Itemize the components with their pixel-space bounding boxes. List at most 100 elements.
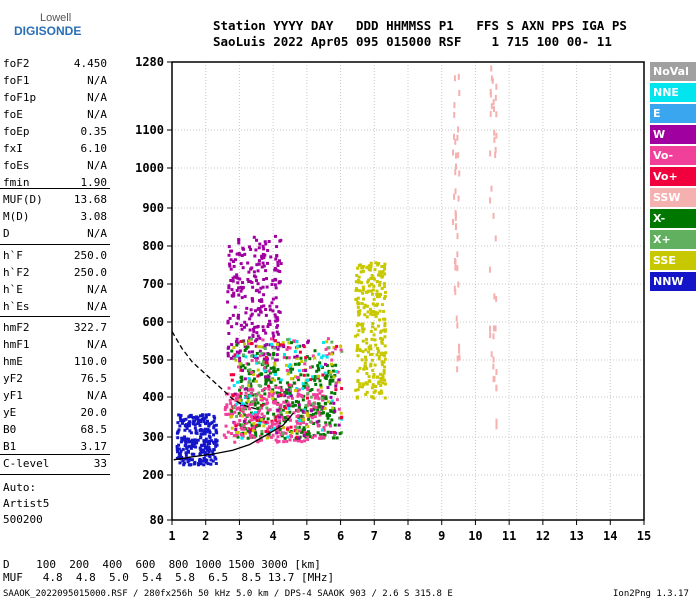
echo-point — [355, 348, 359, 352]
echo-point — [233, 305, 237, 309]
echo-point — [297, 429, 301, 433]
legend-item-w: W — [650, 125, 696, 144]
echo-point — [198, 423, 202, 427]
legend-item-e: E — [650, 104, 696, 123]
echo-point — [314, 382, 318, 386]
echo-point — [367, 375, 371, 379]
echo-point — [284, 406, 288, 410]
echo-point — [251, 334, 255, 338]
echo-point — [194, 417, 198, 421]
echo-point — [357, 280, 361, 284]
param-value: N/A — [87, 91, 107, 104]
echo-point — [236, 354, 240, 358]
echo-point — [287, 404, 291, 408]
panel-divider — [0, 316, 110, 317]
echo-point — [243, 387, 247, 391]
echo-point — [210, 421, 214, 425]
echo-point — [256, 269, 260, 273]
echo-point — [306, 438, 310, 442]
echo-point — [367, 264, 371, 268]
echo-point — [259, 286, 263, 290]
echo-point — [319, 383, 323, 387]
echo-point — [356, 302, 360, 306]
echo-point — [209, 458, 213, 462]
echo-point — [248, 368, 252, 372]
echo-point — [295, 340, 299, 344]
echo-point — [254, 358, 258, 362]
echo-point — [244, 391, 248, 395]
echo-point — [186, 456, 190, 460]
echo-point — [286, 427, 290, 431]
echo-point — [337, 380, 341, 384]
echo-point — [490, 75, 493, 82]
echo-point — [301, 387, 305, 391]
echo-point — [240, 403, 244, 407]
echo-point — [261, 285, 265, 289]
echo-point — [233, 353, 237, 357]
echo-point — [293, 375, 297, 379]
echo-point — [264, 242, 268, 246]
echo-point — [264, 361, 268, 365]
echo-point — [305, 434, 309, 438]
echo-point — [451, 218, 454, 225]
echo-point — [381, 381, 385, 385]
legend-item-sse: SSE — [650, 251, 696, 270]
param-value: 110.0 — [73, 355, 107, 368]
echo-point — [362, 306, 366, 310]
echo-point — [380, 363, 384, 367]
echo-point — [268, 353, 272, 357]
echo-point — [369, 261, 373, 265]
echo-point — [382, 309, 386, 313]
echo-point — [288, 387, 292, 391]
echo-point — [457, 73, 460, 80]
echo-point — [320, 356, 324, 360]
echo-point — [313, 396, 317, 400]
param-value: 250.0 — [73, 249, 107, 262]
echo-point — [374, 261, 378, 265]
echo-point — [269, 366, 273, 370]
echo-point — [495, 423, 498, 430]
echo-point — [286, 346, 290, 350]
echo-point — [276, 435, 280, 439]
echo-point — [258, 419, 262, 423]
echo-point — [492, 333, 495, 340]
echo-point — [296, 394, 300, 398]
echo-point — [254, 394, 258, 398]
echo-point — [384, 382, 388, 386]
echo-point — [288, 363, 292, 367]
echo-point — [454, 138, 457, 145]
echo-point — [317, 352, 321, 356]
y-tick-label: 1100 — [135, 123, 164, 137]
echo-point — [204, 440, 208, 444]
echo-point — [273, 313, 277, 317]
echo-point — [213, 455, 217, 459]
echo-point — [333, 374, 337, 378]
echo-point — [274, 399, 278, 403]
x-tick-label: 7 — [371, 529, 378, 543]
echo-point — [258, 434, 262, 438]
echo-point — [330, 399, 334, 403]
echo-point — [264, 375, 268, 379]
y-tick-label: 80 — [150, 513, 164, 527]
echo-point — [299, 430, 303, 434]
echo-point — [316, 366, 320, 370]
echo-point — [288, 438, 292, 442]
echo-point — [256, 368, 260, 372]
echo-point — [281, 341, 285, 345]
echo-point — [245, 413, 249, 417]
echo-point — [326, 430, 330, 434]
echo-point — [356, 305, 360, 309]
echo-point — [235, 288, 239, 292]
echo-point — [291, 401, 295, 405]
echo-point — [361, 322, 365, 326]
echo-point — [260, 254, 264, 258]
echo-point — [277, 413, 281, 417]
echo-point — [267, 369, 271, 373]
echo-point — [250, 341, 254, 345]
echo-point — [376, 273, 380, 277]
echo-point — [364, 348, 368, 352]
echo-point — [192, 444, 196, 448]
echo-point — [332, 436, 336, 440]
echo-point — [337, 407, 341, 411]
echo-point — [232, 357, 236, 361]
